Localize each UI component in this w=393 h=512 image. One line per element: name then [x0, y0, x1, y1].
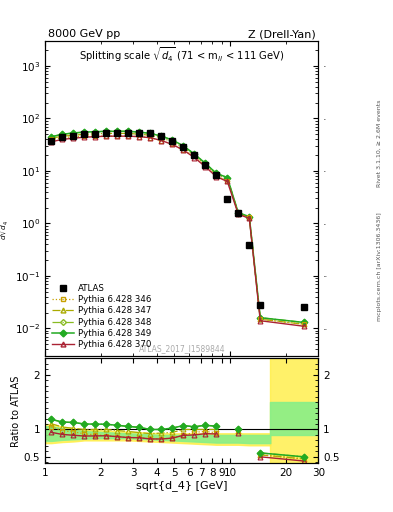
- Text: ATLAS_2017_I1589844: ATLAS_2017_I1589844: [138, 344, 225, 353]
- Y-axis label: $\frac{d\sigma}{d\sqrt{d_4}}$ [pb,GeV$^{-1}$]: $\frac{d\sigma}{d\sqrt{d_4}}$ [pb,GeV$^{…: [0, 157, 11, 240]
- Text: Rivet 3.1.10, ≥ 2.6M events: Rivet 3.1.10, ≥ 2.6M events: [377, 100, 382, 187]
- Text: 8000 GeV pp: 8000 GeV pp: [48, 29, 120, 39]
- Text: Splitting scale $\sqrt{d_4}$ (71 < m$_{ll}$ < 111 GeV): Splitting scale $\sqrt{d_4}$ (71 < m$_{l…: [79, 46, 285, 65]
- X-axis label: sqrt{d_4} [GeV]: sqrt{d_4} [GeV]: [136, 480, 228, 490]
- Text: Z (Drell-Yan): Z (Drell-Yan): [248, 29, 316, 39]
- Legend: ATLAS, Pythia 6.428 346, Pythia 6.428 347, Pythia 6.428 348, Pythia 6.428 349, P: ATLAS, Pythia 6.428 346, Pythia 6.428 34…: [50, 282, 154, 352]
- Y-axis label: Ratio to ATLAS: Ratio to ATLAS: [11, 375, 21, 446]
- Text: mcplots.cern.ch [arXiv:1306.3436]: mcplots.cern.ch [arXiv:1306.3436]: [377, 212, 382, 321]
